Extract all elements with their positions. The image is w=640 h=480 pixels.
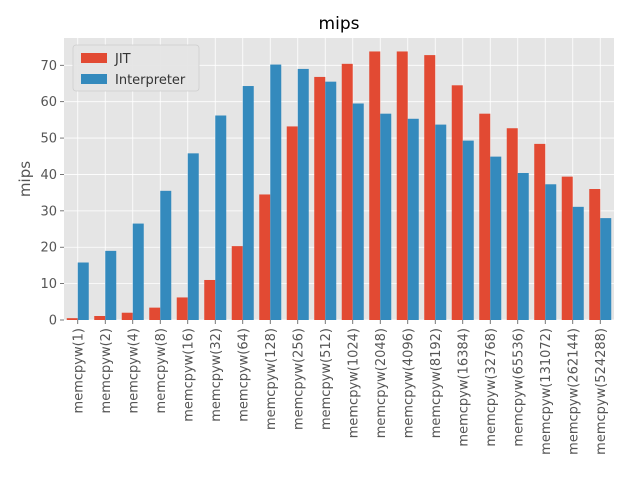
- x-tick-label: memcpyw(2): [99, 328, 114, 413]
- bar-interpreter-memcpyw(4096): [407, 118, 419, 320]
- bar-jit-memcpyw(32768): [479, 113, 491, 321]
- y-tick-labels: 0 10 20 30 40 50 60 70: [40, 59, 64, 329]
- bar-interpreter-memcpyw(524288): [600, 218, 612, 320]
- chart-title: mips: [319, 14, 360, 34]
- bar-interpreter-memcpyw(16384): [462, 140, 474, 320]
- x-tick-label: memcpyw(2048): [374, 328, 389, 438]
- legend-swatch-jit: [81, 53, 107, 63]
- x-tick-label: memcpyw(32768): [484, 328, 499, 447]
- bar-jit-memcpyw(64): [231, 246, 243, 320]
- bar-jit-memcpyw(2048): [369, 51, 381, 320]
- x-tick-label: memcpyw(8): [154, 328, 169, 413]
- bar-interpreter-memcpyw(16): [187, 153, 199, 320]
- y-tick-label: 20: [40, 241, 57, 256]
- y-tick-label: 10: [40, 277, 57, 292]
- bar-interpreter-memcpyw(64): [242, 86, 254, 320]
- bars: [66, 51, 612, 321]
- bar-interpreter-memcpyw(4): [132, 223, 144, 320]
- x-tick-label: memcpyw(1): [71, 328, 86, 413]
- x-tick-label: memcpyw(32): [209, 328, 224, 422]
- y-tick-label: 60: [40, 95, 57, 110]
- x-tick-label: memcpyw(4096): [401, 328, 416, 438]
- bar-jit-memcpyw(32): [204, 279, 216, 320]
- bar-interpreter-memcpyw(65536): [517, 172, 529, 320]
- bar-jit-memcpyw(1024): [341, 63, 353, 320]
- x-tick-label: memcpyw(8192): [429, 328, 444, 438]
- y-tick-label: 0: [49, 314, 57, 329]
- bar-jit-memcpyw(256): [286, 126, 298, 320]
- bar-interpreter-memcpyw(512): [325, 81, 337, 320]
- x-tick-label: memcpyw(131072): [539, 328, 554, 455]
- bar-jit-memcpyw(2): [94, 315, 106, 320]
- bar-interpreter-memcpyw(2048): [380, 113, 392, 321]
- x-tick-label: memcpyw(128): [264, 328, 279, 430]
- bar-interpreter-memcpyw(131072): [545, 184, 557, 320]
- y-axis-label: mips: [16, 161, 34, 197]
- bar-jit-memcpyw(1): [66, 318, 78, 320]
- legend: JIT Interpreter: [72, 44, 200, 92]
- bar-interpreter-memcpyw(32): [215, 115, 227, 320]
- x-tick-label: memcpyw(16384): [456, 328, 471, 447]
- x-tick-label: memcpyw(256): [291, 328, 306, 430]
- bar-interpreter-memcpyw(256): [297, 68, 309, 320]
- bar-interpreter-memcpyw(128): [270, 64, 282, 320]
- bar-jit-memcpyw(16): [176, 297, 188, 320]
- x-tick-label: memcpyw(65536): [511, 328, 526, 447]
- bar-jit-memcpyw(512): [314, 76, 326, 320]
- bar-interpreter-memcpyw(32768): [490, 156, 502, 320]
- bar-jit-memcpyw(4096): [396, 51, 408, 320]
- bar-interpreter-memcpyw(1024): [352, 103, 364, 321]
- x-tick-label: memcpyw(512): [319, 328, 334, 430]
- bar-interpreter-memcpyw(8192): [435, 124, 447, 320]
- x-tick-label: memcpyw(262144): [566, 328, 581, 455]
- bar-jit-memcpyw(128): [259, 194, 271, 320]
- x-tick-label: memcpyw(4): [126, 328, 141, 413]
- bar-jit-memcpyw(16384): [451, 85, 463, 320]
- bar-jit-memcpyw(8192): [424, 55, 436, 321]
- bar-interpreter-memcpyw(2): [105, 250, 117, 320]
- legend-swatch-interpreter: [81, 74, 107, 84]
- bar-jit-memcpyw(524288): [589, 189, 601, 320]
- x-tick-labels: memcpyw(1) memcpyw(2) memcpyw(4) memcpyw(8)…: [71, 320, 609, 455]
- y-tick-label: 40: [40, 168, 57, 183]
- y-tick-label: 30: [40, 204, 57, 219]
- bar-jit-memcpyw(131072): [534, 143, 546, 320]
- x-tick-label: memcpyw(1024): [346, 328, 361, 438]
- y-tick-label: 70: [40, 59, 57, 74]
- x-tick-label: memcpyw(64): [236, 328, 251, 422]
- bar-jit-memcpyw(65536): [506, 128, 518, 320]
- bar-jit-memcpyw(4): [121, 312, 133, 320]
- bar-jit-memcpyw(8): [149, 307, 161, 320]
- x-tick-label: memcpyw(16): [181, 328, 196, 422]
- bar-jit-memcpyw(262144): [561, 176, 573, 320]
- bar-interpreter-memcpyw(8): [160, 190, 172, 320]
- x-tick-label: memcpyw(524288): [594, 328, 609, 455]
- y-tick-label: 50: [40, 132, 57, 147]
- bar-interpreter-memcpyw(262144): [572, 206, 584, 320]
- legend-label-jit: JIT: [114, 52, 131, 67]
- bar-interpreter-memcpyw(1): [77, 262, 89, 320]
- legend-label-interpreter: Interpreter: [115, 73, 186, 88]
